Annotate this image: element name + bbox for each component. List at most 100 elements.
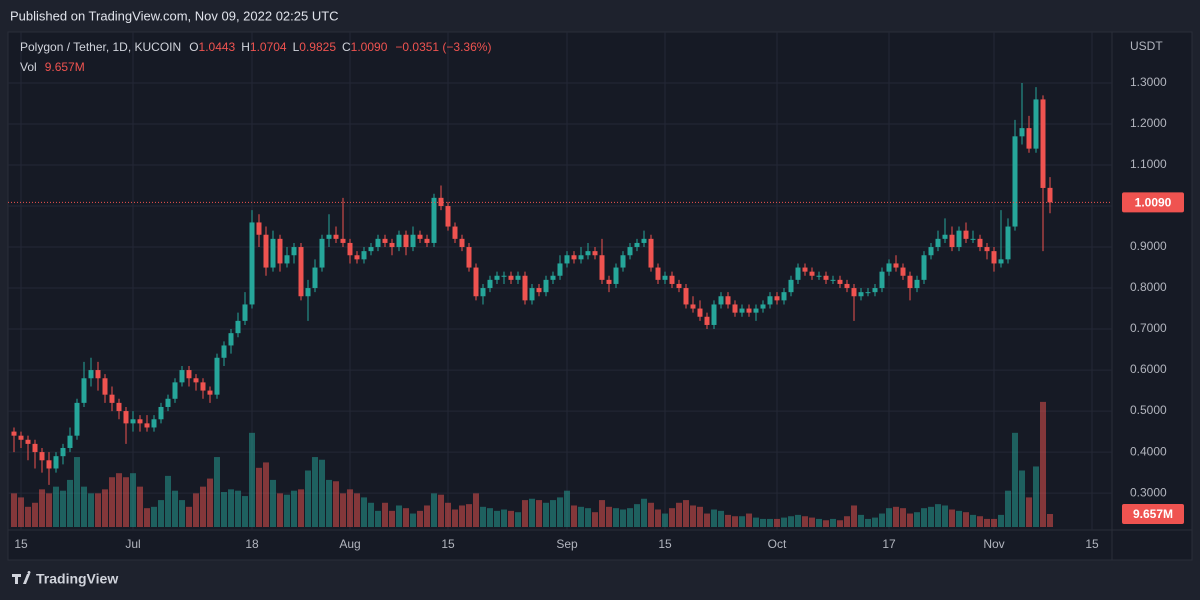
candle-body bbox=[893, 263, 899, 268]
volume-bar bbox=[11, 493, 17, 527]
candle-body bbox=[137, 419, 143, 424]
x-tick-label: Jul bbox=[125, 537, 140, 551]
candle-body bbox=[914, 279, 920, 289]
volume-bar bbox=[270, 479, 276, 527]
candle-body bbox=[501, 275, 507, 277]
change: −0.0351 (−3.36%) bbox=[395, 40, 491, 54]
candle-body bbox=[704, 316, 710, 325]
volume-bar bbox=[347, 489, 353, 527]
volume-bar bbox=[200, 486, 206, 527]
candle-body bbox=[25, 439, 31, 444]
volume-bar bbox=[403, 508, 409, 527]
candle-body bbox=[186, 370, 192, 379]
y-tick-label: 1.2000 bbox=[1130, 116, 1167, 130]
candle-body bbox=[921, 255, 927, 280]
legend-value: 1.0443 bbox=[199, 40, 236, 54]
candle-body bbox=[480, 288, 486, 297]
volume-bar bbox=[529, 498, 535, 527]
candle-body bbox=[11, 431, 17, 436]
candle-body bbox=[284, 255, 290, 264]
candle-body bbox=[305, 288, 311, 297]
candle-body bbox=[354, 255, 360, 260]
candle-body bbox=[242, 304, 248, 321]
volume-bar bbox=[683, 500, 689, 527]
volume-bar bbox=[431, 493, 437, 527]
candle-body bbox=[95, 370, 101, 379]
publish-note: Published on TradingView.com, Nov 09, 20… bbox=[10, 8, 339, 23]
volume-bar bbox=[655, 509, 661, 527]
volume-bar bbox=[459, 505, 465, 527]
symbol: Polygon / Tether, 1D, KUCOIN bbox=[20, 40, 181, 54]
volume-bar bbox=[592, 512, 598, 527]
candle-body bbox=[158, 406, 164, 420]
volume-bar bbox=[1026, 497, 1032, 527]
volume-bar bbox=[1047, 514, 1053, 527]
volume-bar bbox=[263, 462, 269, 527]
candle-body bbox=[130, 419, 136, 424]
volume-bar bbox=[746, 513, 752, 527]
volume-bar bbox=[186, 506, 192, 527]
candle-body bbox=[396, 234, 402, 248]
volume-bar bbox=[424, 505, 430, 527]
candle-body bbox=[956, 230, 962, 248]
volume-bar bbox=[382, 502, 388, 527]
volume-bar bbox=[305, 470, 311, 527]
candle-body bbox=[417, 234, 423, 239]
volume-bar bbox=[284, 494, 290, 527]
volume-bar bbox=[851, 505, 857, 527]
brand-name: TradingView bbox=[36, 571, 118, 587]
volume-bar bbox=[438, 494, 444, 527]
legend-value: 0.9825 bbox=[299, 40, 336, 54]
candle-body bbox=[172, 382, 178, 399]
legend-value: 1.0704 bbox=[250, 40, 287, 54]
volume-bar bbox=[158, 500, 164, 527]
volume-bar bbox=[1033, 466, 1039, 527]
x-tick-label: 18 bbox=[245, 537, 259, 551]
candle-body bbox=[179, 370, 185, 383]
candle-body bbox=[333, 234, 339, 239]
volume-bar bbox=[865, 518, 871, 527]
candle-body bbox=[1047, 187, 1053, 203]
volume-bar bbox=[669, 508, 675, 527]
candle-body bbox=[109, 394, 115, 403]
volume-bar bbox=[816, 518, 822, 527]
candle-body bbox=[368, 247, 374, 252]
legend-key: O bbox=[189, 40, 198, 54]
candle-body bbox=[858, 292, 864, 297]
candle-body bbox=[270, 238, 276, 268]
volume-bar bbox=[620, 509, 626, 527]
volume-bar bbox=[571, 505, 577, 527]
candle-body bbox=[298, 247, 304, 297]
x-tick-label: Sep bbox=[556, 537, 578, 551]
candle-body bbox=[844, 283, 850, 289]
volume-bar bbox=[613, 508, 619, 527]
candle-body bbox=[809, 271, 815, 276]
volume-bar bbox=[844, 516, 850, 527]
candle-body bbox=[655, 267, 661, 280]
volume-bar bbox=[137, 486, 143, 527]
volume-bar bbox=[109, 477, 115, 527]
volume-bar bbox=[830, 518, 836, 527]
volume-bar bbox=[634, 504, 640, 527]
candle-body bbox=[676, 283, 682, 289]
volume-bar bbox=[410, 513, 416, 527]
volume-bar bbox=[74, 457, 80, 527]
volume-bar bbox=[984, 518, 990, 527]
volume-bar bbox=[823, 520, 829, 527]
volume-bar bbox=[886, 508, 892, 527]
candle-body bbox=[942, 234, 948, 239]
candle-body bbox=[865, 292, 871, 294]
candle-body bbox=[816, 275, 822, 277]
volume-bar bbox=[151, 506, 157, 527]
candle-body bbox=[564, 255, 570, 264]
candle-body bbox=[907, 275, 913, 289]
candle-body bbox=[620, 255, 626, 268]
candle-body bbox=[144, 423, 150, 428]
volume-bar bbox=[165, 475, 171, 527]
volume-bar bbox=[676, 502, 682, 527]
candle-body bbox=[823, 275, 829, 280]
candle-body bbox=[312, 267, 318, 289]
volume-bar bbox=[872, 517, 878, 527]
candle-body bbox=[403, 234, 409, 248]
candle-body bbox=[347, 242, 353, 256]
